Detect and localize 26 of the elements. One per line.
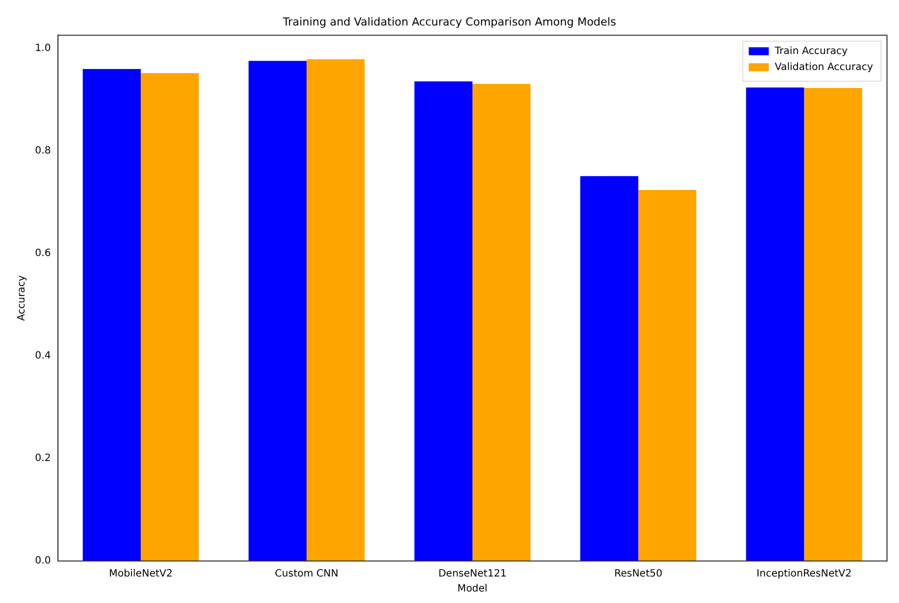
y-axis-title: Accuracy	[16, 275, 28, 321]
x-tick-label: Custom CNN	[274, 568, 338, 580]
bar	[248, 60, 307, 561]
chart-title: Training and Validation Accuracy Comparison Among Models	[282, 15, 616, 28]
bar	[804, 88, 862, 561]
y-tick-label: 0.8	[34, 146, 51, 157]
bar	[472, 84, 530, 561]
y-tick-label: 0.0	[34, 556, 51, 567]
bar	[306, 59, 365, 561]
bar	[82, 69, 141, 561]
y-tick-label: 1.0	[34, 43, 51, 54]
y-tick-label: 0.6	[34, 248, 51, 260]
x-axis-title: Model	[457, 584, 488, 595]
bar	[140, 73, 199, 561]
x-tick-label: MobileNetV2	[109, 568, 173, 580]
bar	[746, 87, 804, 561]
y-tick-label: 0.4	[34, 350, 51, 362]
legend-label: Train Accuracy	[774, 46, 848, 57]
x-tick-label: DenseNet121	[438, 568, 507, 580]
bar	[638, 190, 696, 561]
bar	[414, 81, 472, 561]
legend-label: Validation Accuracy	[774, 62, 874, 73]
y-tick-label: 0.2	[34, 453, 51, 464]
bar	[580, 176, 638, 561]
x-tick-label: InceptionResNetV2	[756, 568, 852, 580]
x-tick-label: ResNet50	[614, 568, 662, 580]
